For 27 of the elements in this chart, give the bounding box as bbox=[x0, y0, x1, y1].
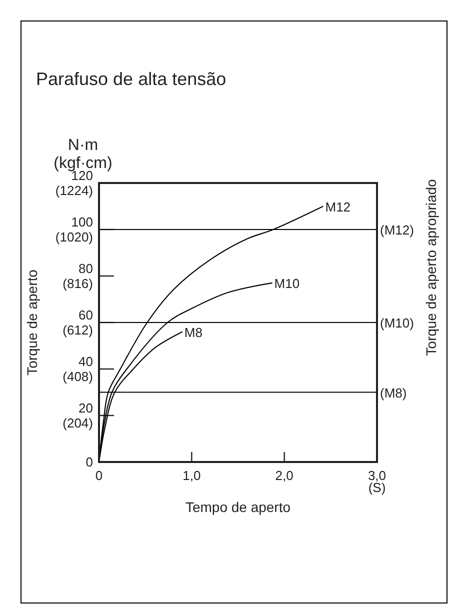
x-tick-label: 2,0 bbox=[275, 468, 294, 483]
text: Torque de aperto bbox=[24, 269, 40, 376]
text: N·m (kgf·cm) bbox=[54, 137, 112, 172]
y-tick-label: 20 bbox=[78, 400, 93, 416]
y2-tick-label: (1020) bbox=[55, 230, 93, 244]
y-tick-label: 0 bbox=[86, 454, 93, 470]
series-label: M10 bbox=[274, 276, 300, 291]
x-tick-label: 0 bbox=[95, 468, 103, 483]
y2-tick-label: (816) bbox=[62, 276, 93, 291]
y-tick-label: 40 bbox=[78, 354, 93, 369]
y-tick-label: 100 bbox=[71, 214, 93, 230]
x-tick-label: 1,0 bbox=[182, 468, 201, 483]
series-label: M12 bbox=[325, 199, 351, 214]
y2-tick-label: (1224) bbox=[55, 183, 93, 198]
y2-tick-label: (408) bbox=[62, 369, 93, 384]
chart-title: Parafuso de alta tensão bbox=[36, 69, 226, 89]
y2-tick-label: (612) bbox=[62, 322, 93, 338]
ref-line-label: (M8) bbox=[380, 385, 407, 400]
text: Torque de aperto apropriado bbox=[423, 178, 439, 356]
y-tick-label: 80 bbox=[78, 261, 93, 276]
x-tick-label: 3,0 (S) bbox=[368, 468, 386, 495]
series-label: M8 bbox=[184, 324, 202, 340]
y-tick-label: 60 bbox=[78, 308, 93, 322]
x-axis-title: Tempo de aperto bbox=[185, 499, 291, 515]
ref-line-label: (M12) bbox=[380, 222, 414, 238]
ref-line-label: (M10) bbox=[380, 316, 414, 330]
y2-tick-label: (204) bbox=[62, 416, 93, 430]
